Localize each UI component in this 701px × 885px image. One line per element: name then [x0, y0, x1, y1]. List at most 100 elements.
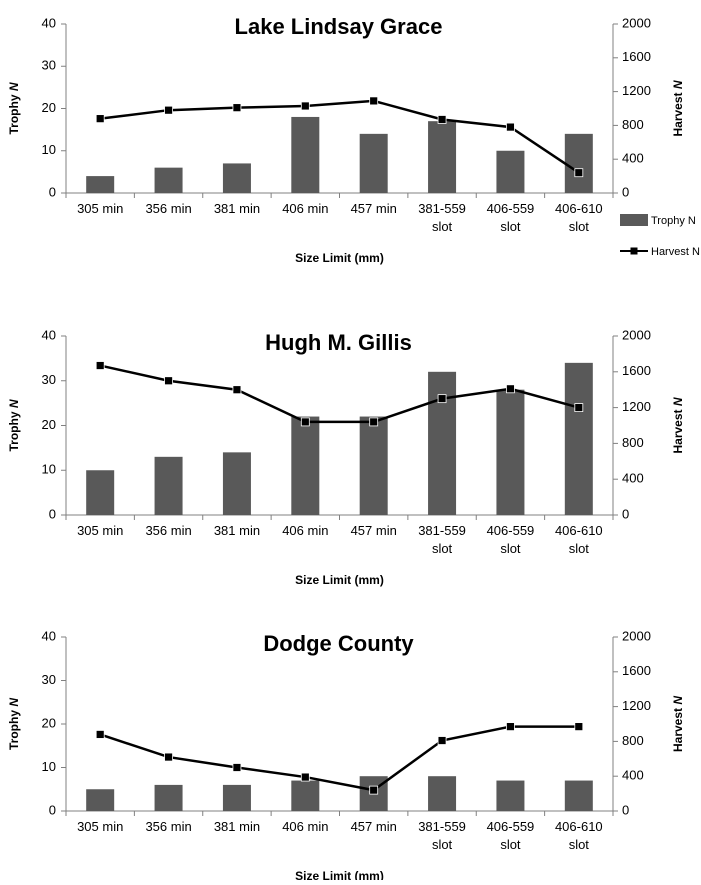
bar — [86, 789, 115, 811]
x-tick-label: 356 min — [145, 523, 191, 538]
x-tick-label: 381 min — [214, 819, 260, 834]
y2-tick-label: 400 — [622, 471, 644, 486]
y2-axis-label: Harvest N — [671, 80, 685, 136]
x-tick-label: slot — [569, 541, 590, 556]
y2-tick-label: 1600 — [622, 49, 651, 64]
x-tick-label: 406-559 — [487, 819, 535, 834]
x-tick-label: 406-559 — [487, 523, 535, 538]
x-tick-label: slot — [500, 837, 521, 852]
x-tick-label: 305 min — [77, 819, 123, 834]
bar — [359, 416, 388, 515]
x-tick-label: 305 min — [77, 201, 123, 216]
x-tick-label: slot — [569, 837, 590, 852]
y2-tick-label: 2000 — [622, 628, 651, 643]
bar — [564, 133, 593, 193]
line-marker — [164, 752, 173, 762]
line-marker — [437, 115, 447, 124]
line-marker — [164, 105, 173, 115]
line-marker — [574, 168, 584, 178]
series-line — [99, 364, 580, 424]
y2-tick-label: 0 — [622, 802, 629, 817]
y-tick-label: 10 — [42, 759, 56, 774]
line-marker — [300, 772, 310, 782]
bar — [154, 784, 183, 811]
legend-marker — [630, 247, 638, 255]
y2-tick-label: 1200 — [622, 83, 651, 98]
bar — [359, 133, 388, 193]
x-tick-label: 406 min — [282, 819, 328, 834]
x-tick-label: 457 min — [351, 819, 397, 834]
y-tick-label: 0 — [49, 506, 56, 521]
y2-tick-label: 400 — [622, 768, 644, 783]
x-tick-label: 381-559 — [418, 523, 466, 538]
y2-tick-label: 800 — [622, 435, 644, 450]
bar — [428, 121, 457, 193]
x-tick-label: 406-610 — [555, 523, 603, 538]
bar — [291, 116, 320, 193]
legend-label: Trophy N — [651, 215, 696, 227]
line-marker — [300, 101, 310, 111]
line-marker — [232, 103, 242, 113]
bar — [496, 780, 525, 811]
x-tick-label: 381 min — [214, 201, 260, 216]
x-tick-label: 406-610 — [555, 201, 603, 216]
line-marker — [506, 384, 515, 394]
y2-tick-label: 0 — [622, 506, 629, 521]
x-tick-label: 305 min — [77, 523, 123, 538]
y-tick-label: 40 — [42, 628, 56, 643]
x-axis-label: Size Limit (mm) — [295, 573, 384, 587]
y2-tick-label: 800 — [622, 117, 644, 132]
line-marker — [232, 763, 242, 772]
y-tick-label: 20 — [42, 100, 56, 115]
chart-title: Dodge County — [263, 631, 414, 656]
chart-title: Hugh M. Gillis — [265, 330, 412, 355]
x-tick-label: 406 min — [282, 201, 328, 216]
line-marker — [95, 730, 105, 739]
bar — [496, 150, 525, 193]
bar — [564, 780, 593, 811]
y-tick-label: 0 — [49, 184, 56, 199]
bar — [86, 176, 115, 193]
y2-tick-label: 2000 — [622, 15, 651, 30]
x-tick-label: 406-559 — [487, 201, 535, 216]
bar — [428, 776, 457, 811]
y-tick-label: 40 — [42, 15, 56, 30]
y2-axis-label: Harvest N — [671, 397, 685, 453]
line-marker — [232, 385, 242, 395]
x-tick-label: slot — [569, 219, 590, 234]
y-axis-label: Trophy N — [7, 698, 21, 750]
bar — [154, 456, 183, 515]
y2-tick-label: 1200 — [622, 698, 651, 713]
x-tick-label: slot — [432, 541, 453, 556]
line-marker — [95, 361, 105, 370]
x-tick-label: 381-559 — [418, 819, 466, 834]
line-marker — [437, 736, 447, 745]
legend-bar-swatch — [620, 214, 648, 226]
chart-panel-3: Dodge County0102030400400800120016002000… — [7, 628, 685, 883]
x-tick-label: 457 min — [351, 201, 397, 216]
bar — [222, 452, 251, 515]
y-axis-label: Trophy N — [7, 82, 21, 134]
x-axis-label: Size Limit (mm) — [295, 251, 384, 265]
y-tick-label: 0 — [49, 802, 56, 817]
y-tick-label: 30 — [42, 372, 56, 387]
x-axis-label: Size Limit (mm) — [295, 869, 384, 880]
bar — [291, 416, 320, 515]
y2-tick-label: 2000 — [622, 327, 651, 342]
line-marker — [369, 417, 379, 427]
bar — [564, 362, 593, 515]
line-marker — [437, 394, 447, 404]
y-tick-label: 20 — [42, 417, 56, 432]
legend: Trophy N Harvest N — [620, 214, 700, 258]
y2-tick-label: 800 — [622, 733, 644, 748]
bar — [86, 470, 115, 515]
y-tick-label: 30 — [42, 58, 56, 73]
x-tick-label: slot — [432, 837, 453, 852]
series-line — [99, 725, 579, 792]
line-marker — [369, 96, 379, 106]
x-tick-label: 381-559 — [418, 201, 466, 216]
x-tick-label: slot — [500, 541, 521, 556]
line-marker — [574, 722, 584, 732]
y-tick-label: 40 — [42, 327, 56, 342]
